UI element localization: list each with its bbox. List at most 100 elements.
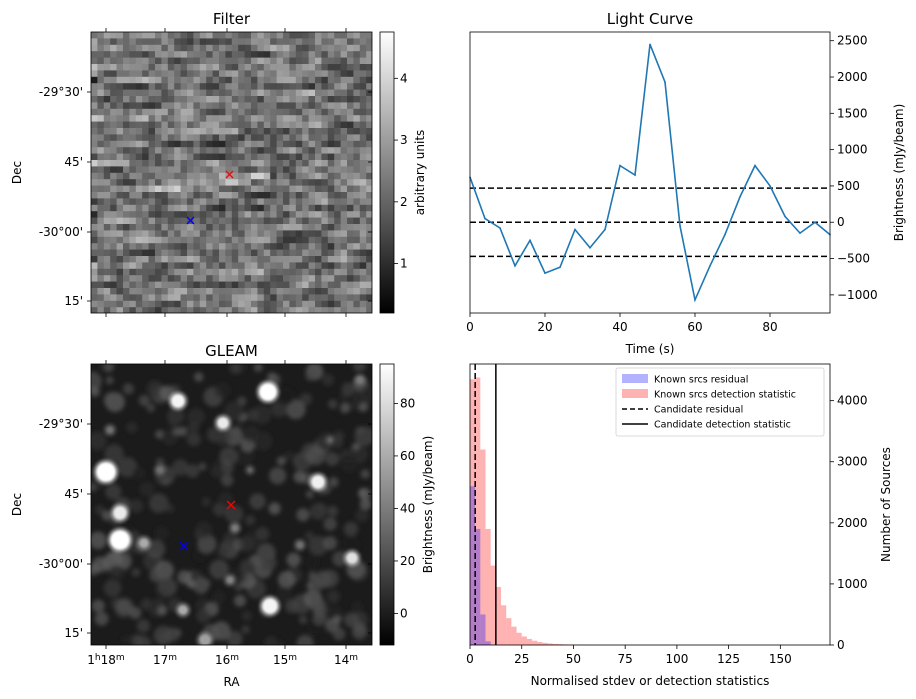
gleam-source	[178, 605, 188, 615]
y-tick-label: −1000	[837, 288, 878, 302]
histogram-panel: 0 25 50 75 100 125 150 0 1000 2000 3000 4000 Norma…	[466, 363, 893, 688]
gleam-source	[217, 417, 229, 429]
gleam-y-axis: -29°30' 45' -30°00' 15'	[39, 417, 372, 640]
light-curve-threshold-lines	[470, 187, 830, 258]
light-curve-x-axis: 0 20 40 60 80	[466, 313, 778, 334]
light-curve-point	[649, 43, 651, 46]
gleam-source	[262, 598, 278, 614]
y-tick-label: 1000	[837, 577, 868, 591]
gleam-colorbar-label: Brightness (mJy/beam)	[421, 436, 435, 574]
gleam-source	[113, 506, 127, 520]
light-curve-point	[664, 81, 666, 83]
y-tick-label: 1000	[837, 143, 868, 157]
gleam-source	[226, 576, 234, 584]
histogram-bar-detection	[532, 640, 538, 645]
light-curve-point	[739, 196, 741, 198]
y-tick-label: 500	[837, 179, 860, 193]
dec-tick-label: 15'	[64, 294, 83, 308]
ra-tick-label: 1h18m	[87, 653, 124, 667]
filter-image	[91, 32, 372, 313]
x-tick-label: 100	[665, 652, 688, 666]
x-tick-label: 20	[537, 320, 552, 334]
light-curve-point	[634, 174, 636, 176]
dec-tick-label: -30°00'	[39, 225, 83, 239]
gleam-source	[247, 467, 253, 473]
light-curve-point	[589, 246, 591, 249]
red-cross-marker	[225, 170, 234, 179]
light-curve-point	[799, 232, 801, 234]
x-tick-label: 25	[514, 652, 529, 666]
light-curve-point	[814, 221, 816, 223]
y-tick-label: 4000	[837, 394, 868, 408]
light-curve-point	[574, 228, 576, 231]
filter-markers	[186, 170, 234, 225]
x-tick-label: 125	[717, 652, 740, 666]
legend-swatch-detection	[622, 389, 648, 398]
ra-tick-label: 14m	[334, 653, 358, 667]
colorbar-tick-label: 60	[400, 449, 415, 463]
histogram-bar-detection	[470, 379, 476, 645]
gleam-source	[110, 530, 130, 550]
filter-x-ticks	[105, 28, 347, 317]
gleam-x-axis-label: RA	[223, 675, 240, 689]
light-curve-point	[784, 215, 786, 218]
light-curve-point	[754, 164, 756, 167]
light-curve-point	[619, 164, 621, 167]
colorbar-tick-label: 2	[400, 195, 408, 209]
histogram-bars	[470, 377, 677, 645]
x-tick-label: 0	[466, 320, 474, 334]
gleam-x-axis: 1h18m 17m 16m 15m 14m	[87, 360, 358, 667]
gleam-title: GLEAM	[205, 342, 258, 360]
light-curve-point	[709, 265, 711, 267]
y-tick-label: −500	[837, 252, 870, 266]
histogram-bar-residual	[475, 528, 481, 645]
histogram-bar-detection	[537, 641, 543, 645]
light-curve-point	[604, 228, 606, 231]
histogram-bar-detection	[547, 643, 553, 645]
filter-panel: Filter -29°30' 45' -30°00' 15' Dec 1 2 3 4 arb…	[10, 10, 427, 317]
gleam-source	[231, 524, 239, 532]
colorbar-tick-label: 80	[400, 396, 415, 410]
histogram-x-axis: 0 25 50 75 100 125 150	[466, 645, 792, 666]
filter-frame	[90, 31, 373, 314]
colorbar-tick-label: 40	[400, 501, 415, 515]
blue-cross-marker	[179, 541, 189, 551]
colorbar-tick-label: 4	[400, 71, 408, 85]
filter-colorbar-label: arbitrary units	[413, 130, 427, 216]
histogram-bar-residual	[480, 614, 486, 645]
gleam-source	[139, 538, 149, 548]
filter-y-axis-label: Dec	[10, 161, 24, 184]
colorbar-tick-label: 3	[400, 133, 408, 147]
histogram-y-axis-label: Number of Sources	[879, 447, 893, 562]
light-curve-point	[544, 272, 546, 274]
histogram-y-axis: 0 1000 2000 3000 4000	[830, 394, 868, 652]
x-tick-label: 0	[466, 652, 474, 666]
filter-colorbar	[379, 31, 395, 314]
histogram-legend: Known srcs residual Known srcs detection…	[615, 367, 825, 437]
gleam-markers	[179, 500, 236, 551]
histogram-candidate-lines	[474, 364, 497, 645]
x-tick-label: 40	[612, 320, 627, 334]
light-curve-panel: Light Curve 0 20 40 60 80 −1000 −500 0 500 1000 1…	[466, 10, 906, 356]
histogram-x-axis-label: Normalised stdev or detection statistics	[531, 674, 770, 688]
x-tick-label: 75	[618, 652, 633, 666]
histogram-bar-detection	[511, 626, 517, 645]
filter-y-axis: -29°30' 45' -30°00' 15'	[39, 85, 372, 308]
filter-colorbar-ticks: 1 2 3 4	[394, 71, 408, 271]
y-tick-label: 2500	[837, 34, 868, 48]
histogram-bar-detection	[542, 642, 548, 645]
histogram-bar-detection	[485, 528, 491, 645]
light-curve-point	[559, 266, 561, 269]
x-tick-label: 80	[762, 320, 777, 334]
histogram-bar-detection	[557, 644, 564, 645]
x-tick-label: 150	[769, 652, 792, 666]
colorbar-tick-label: 20	[400, 554, 415, 568]
dec-tick-label: -30°00'	[39, 557, 83, 571]
gleam-source	[311, 475, 325, 489]
histogram-bar-residual	[485, 641, 491, 645]
gleam-source	[106, 426, 114, 434]
gleam-frame	[90, 363, 373, 646]
light-curve-point	[484, 217, 486, 220]
x-tick-label: 50	[566, 652, 581, 666]
